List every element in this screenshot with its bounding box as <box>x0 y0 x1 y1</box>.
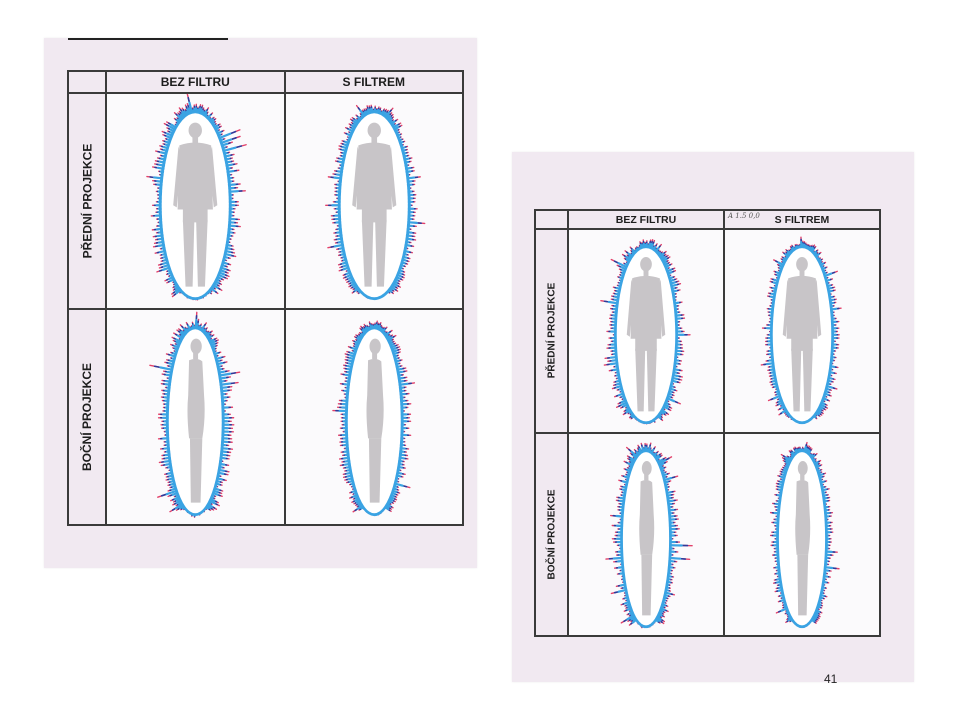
page-edge-line <box>68 38 228 40</box>
table-corner <box>68 71 106 93</box>
aura-image-side-no-filter <box>568 432 724 636</box>
aura-image-front-with-filter <box>284 93 463 309</box>
aura-table-right: BEZ FILTRU S FILTREM PŘEDNÍ PROJEKCE BOČ… <box>534 209 881 637</box>
aura-image-side-with-filter <box>284 309 463 525</box>
row-header-front: PŘEDNÍ PROJEKCE <box>68 93 106 309</box>
handwritten-note: A 1.5 0,0 <box>728 212 760 220</box>
aura-image-front-no-filter <box>568 229 724 433</box>
aura-table-left: BEZ FILTRU S FILTREM PŘEDNÍ PROJEKCE BOČ… <box>67 70 464 526</box>
aura-image-front-with-filter <box>724 229 880 433</box>
aura-image-side-with-filter <box>724 432 880 636</box>
aura-image-side-no-filter <box>106 309 285 525</box>
column-header-with-filter: S FILTREM <box>284 71 463 93</box>
row-header-front: PŘEDNÍ PROJEKCE <box>535 229 568 433</box>
column-header-no-filter: BEZ FILTRU <box>568 210 724 229</box>
row-header-side: BOČNÍ PROJEKCE <box>535 432 568 636</box>
column-header-no-filter: BEZ FILTRU <box>106 71 285 93</box>
page-number: 41 <box>824 672 838 686</box>
row-header-side: BOČNÍ PROJEKCE <box>68 309 106 525</box>
table-corner <box>535 210 568 229</box>
column-header-with-filter: S FILTREM <box>724 210 880 229</box>
aura-image-front-no-filter <box>106 93 285 309</box>
